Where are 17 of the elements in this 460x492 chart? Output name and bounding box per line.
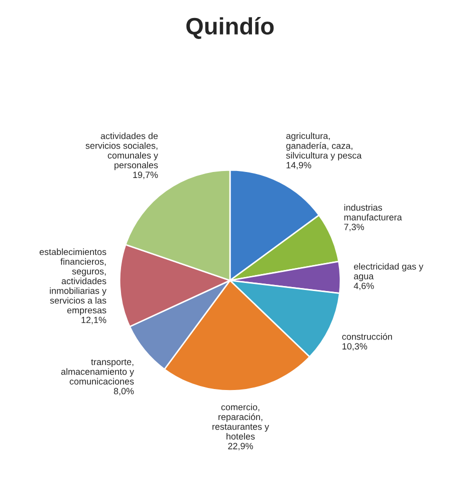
data-label: 8,0% [114, 388, 134, 396]
slice-label: transporte, almacenamiento y comunicaciones [61, 359, 134, 385]
data-label: 14,9% [286, 162, 312, 170]
slice-label: electricidad gas y agua [354, 263, 424, 282]
slice-label: comercio, reparación, restaurantes y hoteles [212, 404, 270, 440]
data-label: 12,1% [82, 316, 106, 324]
slice-label: actividades de servicios sociales, comunales y personales [86, 132, 158, 170]
slice-label: establecimientos financieros, seguros, actividades inmobiliarias y servicios a las empresas [40, 248, 106, 316]
slice-label: agricultura, ganadería, caza, silvicultura y pesca [286, 132, 362, 160]
slice-label: industrias manufacturera [344, 204, 402, 220]
chart-title: Quindío [186, 17, 274, 39]
data-label: 4,6% [354, 282, 374, 290]
slice-label: construcción [342, 333, 392, 340]
data-label: 19,7% [133, 172, 158, 180]
data-label: 22,9% [228, 442, 253, 450]
data-label: 10,3% [342, 343, 368, 351]
data-label: 7,3% [344, 224, 364, 232]
